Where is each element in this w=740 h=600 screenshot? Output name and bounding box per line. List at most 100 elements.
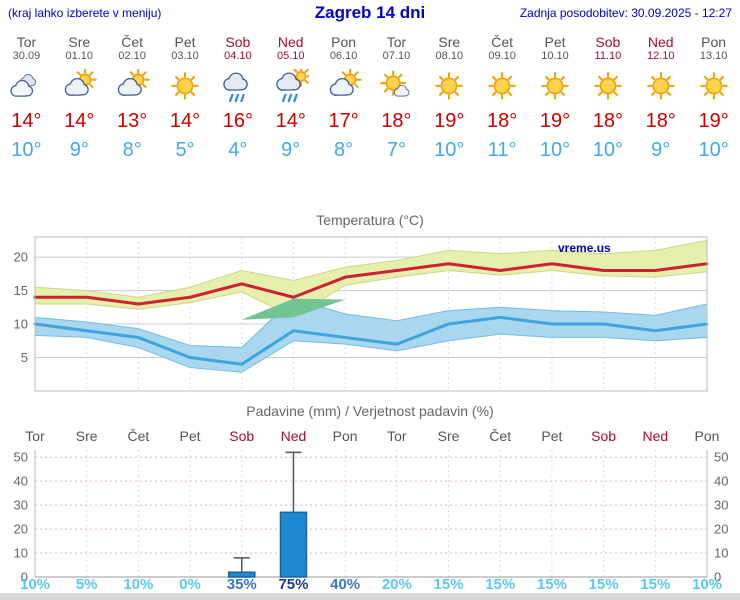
precipitation-chart-title: Padavine (mm) / Verjetnost padavin (%) xyxy=(246,403,494,419)
sunny-icon xyxy=(696,69,732,105)
day-column[interactable]: Pon 06.10 17° 8° xyxy=(317,34,370,163)
day-date: 01.10 xyxy=(65,50,94,62)
max-temperature: 19° xyxy=(539,110,571,132)
footer-strip xyxy=(0,593,740,600)
max-temperature: 14° xyxy=(275,110,306,132)
min-temperature: 10° xyxy=(698,139,729,161)
day-column[interactable]: Tor 07.10 18° 7° xyxy=(370,34,423,163)
precip-day-label: Pon xyxy=(694,428,720,444)
precip-day-label: Tor xyxy=(387,428,407,444)
vreme-us-link[interactable]: vreme.us xyxy=(558,241,611,255)
precip-day-label: Tor xyxy=(25,428,45,444)
sunny-icon xyxy=(431,69,467,105)
day-name: Sre xyxy=(438,34,461,50)
day-column[interactable]: Sob 04.10 16° 4° xyxy=(211,34,264,163)
temperature-chart-title: Temperatura (°C) xyxy=(316,212,424,228)
precip-probability-label: 10% xyxy=(19,576,51,593)
day-name: Ned xyxy=(277,34,304,50)
max-temperature: 19° xyxy=(434,110,465,132)
svg-text:30: 30 xyxy=(14,498,28,513)
sunny-icon xyxy=(590,69,626,105)
svg-text:0: 0 xyxy=(21,570,28,584)
day-column[interactable]: Sre 01.10 14° 9° xyxy=(53,34,106,163)
max-temperature: 14° xyxy=(169,110,201,132)
day-date: 08.10 xyxy=(435,50,464,62)
precipitation-chart: 0 0 10 10 20 20 30 30 40 40 50 50 xyxy=(14,450,729,584)
min-temperature: 8° xyxy=(334,139,354,161)
precip-day-label: Ned xyxy=(642,428,669,444)
day-column[interactable]: Tor 30.09 14° 10° xyxy=(0,34,53,163)
svg-text:30: 30 xyxy=(714,498,728,513)
svg-text:40: 40 xyxy=(714,474,728,489)
min-temperature: 10° xyxy=(592,139,623,161)
sunny-icon xyxy=(537,69,573,105)
cloudy-icon xyxy=(8,69,44,105)
svg-text:20: 20 xyxy=(14,522,28,537)
day-date: 11.10 xyxy=(594,50,622,62)
day-column[interactable]: Pon 13.10 19° 10° xyxy=(687,34,740,163)
svg-text:20: 20 xyxy=(14,250,28,265)
precip-day-label: Sre xyxy=(75,428,98,444)
day-name: Tor xyxy=(16,34,37,50)
precip-day-label: Ned xyxy=(280,428,307,444)
svg-text:5: 5 xyxy=(21,350,28,365)
sunny-icon xyxy=(643,69,679,105)
precip-probability-label: 15% xyxy=(536,576,567,593)
svg-text:50: 50 xyxy=(14,450,28,465)
mostly-sunny-icon xyxy=(378,69,414,105)
precip-day-label: Čet xyxy=(127,428,150,444)
day-date: 04.10 xyxy=(224,50,252,62)
max-temperature: 19° xyxy=(698,110,729,132)
svg-text:20: 20 xyxy=(714,522,728,537)
precip-probability-label: 10% xyxy=(123,576,154,593)
day-name: Čet xyxy=(491,34,514,50)
temperature-chart: 5 10 15 20 xyxy=(14,236,709,392)
day-date: 06.10 xyxy=(329,50,358,62)
sunny-icon xyxy=(167,69,203,105)
svg-text:10: 10 xyxy=(14,317,28,332)
day-date: 05.10 xyxy=(276,50,305,62)
day-name: Pon xyxy=(701,34,727,50)
day-date: 03.10 xyxy=(171,50,199,62)
max-temperature: 13° xyxy=(117,110,148,132)
day-column[interactable]: Sre 08.10 19° 10° xyxy=(423,34,476,163)
day-date: 10.10 xyxy=(541,50,569,62)
partly-cloudy-icon xyxy=(61,68,97,105)
day-column[interactable]: Čet 02.10 13° 8° xyxy=(106,34,159,163)
max-temperature: 16° xyxy=(222,110,253,132)
precip-probability-label: 15% xyxy=(433,576,464,593)
day-column[interactable]: Ned 05.10 14° 9° xyxy=(264,34,317,163)
day-date: 02.10 xyxy=(118,50,146,62)
svg-text:40: 40 xyxy=(14,474,28,489)
day-column[interactable]: Pet 03.10 14° 5° xyxy=(159,34,212,163)
min-temperature: 7° xyxy=(386,139,406,161)
precip-day-label: Sob xyxy=(591,428,617,444)
day-column[interactable]: Sob 11.10 18° 10° xyxy=(581,34,634,163)
day-column[interactable]: Čet 09.10 18° 11° xyxy=(476,34,529,163)
max-temperature: 14° xyxy=(11,110,42,132)
day-name: Pet xyxy=(544,34,566,50)
day-name: Sob xyxy=(225,34,251,50)
day-column[interactable]: Ned 12.10 18° 9° xyxy=(634,34,687,163)
precip-day-label: Sob xyxy=(229,428,255,444)
max-temperature: 18° xyxy=(381,110,412,132)
partly-cloudy-icon xyxy=(114,68,150,105)
min-temperature: 10° xyxy=(11,139,42,161)
precip-day-label: Pon xyxy=(332,428,358,444)
rain-sun-icon xyxy=(273,65,312,105)
precip-probability-label: 10% xyxy=(691,576,723,593)
precip-probability-label: 15% xyxy=(588,576,619,593)
precip-probability-row: 10% 5% 10% 0% 35% 75% 40% 20% 15% 15% 15% 15% 15% 10% xyxy=(0,576,740,594)
precip-day-label: Čet xyxy=(489,428,512,444)
day-date: 30.09 xyxy=(12,50,41,62)
day-column[interactable]: Pet 10.10 19° 10° xyxy=(529,34,582,163)
precip-probability-label: 35% xyxy=(226,576,257,593)
precip-probability-label: 15% xyxy=(640,576,671,593)
precip-day-row: Tor Sre Čet Pet Sob Ned Pon Tor Sre Čet Pet Sob Ned P… xyxy=(0,428,740,444)
min-temperature: 9° xyxy=(281,139,301,161)
precip-probability-label: 15% xyxy=(485,576,516,593)
day-date: 12.10 xyxy=(646,50,675,62)
max-temperature: 14° xyxy=(64,110,95,132)
precip-probability-label: 20% xyxy=(381,576,412,593)
